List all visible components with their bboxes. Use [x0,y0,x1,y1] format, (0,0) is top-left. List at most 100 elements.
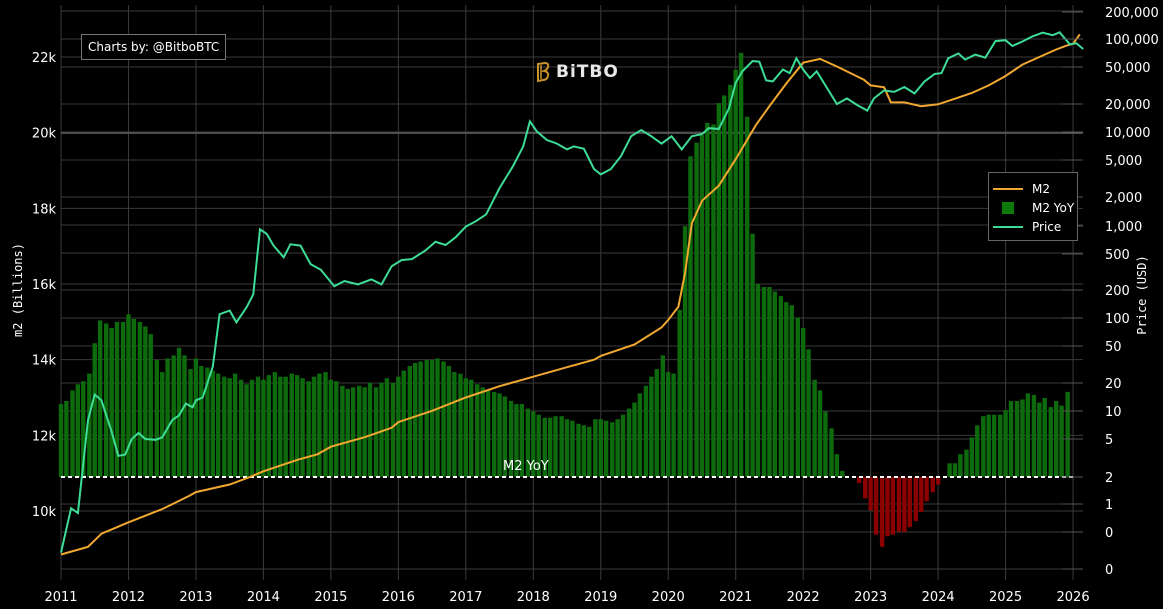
right-tick-label: 20 [1105,377,1122,392]
right-axis-title: Price (USD) [1135,255,1149,334]
yoy-bar [75,384,81,477]
yoy-bar [1014,401,1020,477]
yoy-bar [761,287,767,477]
yoy-bar [328,379,334,477]
legend-item-price[interactable]: Price [989,218,1061,236]
yoy-bar [547,417,553,477]
yoy-bar [469,379,474,477]
yoy-bar [126,314,131,477]
yoy-bar [863,477,868,499]
yoy-bar [559,416,564,477]
yoy-bar [615,419,620,477]
x-tick-label: 2022 [787,590,820,605]
yoy-bar [525,408,531,477]
right-tick-label: 200,000 [1105,6,1159,21]
yoy-bar [429,359,435,477]
yoy-bar [598,419,603,477]
yoy-bar [424,359,429,477]
yoy-bar [350,387,356,477]
yoy-bar [677,309,682,477]
yoy-bar [935,477,941,485]
yoy-bar [570,420,575,477]
yoy-bar [829,428,834,477]
yoy-bar [688,156,693,477]
yoy-bar [610,422,615,477]
x-tick-label: 2016 [382,590,415,605]
x-axis-ticks: 2011 2012 2013 2014 2015 2016 2017 2018 2019 2020… [44,590,1089,605]
yoy-bar [384,378,390,477]
yoy-bar [643,385,649,477]
yoy-bar [58,404,64,477]
yoy-bar [637,393,643,477]
yoy-bar [182,355,187,477]
yoy-bar [716,103,722,477]
yoy-bar [104,323,109,477]
right-tick-label: 200 [1105,284,1130,299]
yoy-bar [323,372,328,477]
x-tick-label: 2020 [652,590,685,605]
yoy-bar [620,414,626,477]
yoy-bar [711,124,716,478]
baseline-label: M2 YoY [503,459,549,474]
yoy-bar [705,122,710,477]
m2-line [60,33,1081,556]
yoy-bar [1031,394,1037,477]
yoy-bar [896,477,902,532]
yoy-bar [508,401,514,477]
yoy-bar [778,296,784,477]
yoy-bar [806,349,811,477]
x-tick-label: 2025 [989,590,1022,605]
yoy-bar [238,379,244,477]
left-axis-ticks: 10k 12k 14k 16k 18k 20k 22k [32,51,57,520]
left-tick-label: 12k [32,429,57,444]
yoy-bar [497,393,502,477]
yoy-bar [300,378,305,477]
yoy-bar [694,142,699,477]
yoy-bar [626,408,632,477]
yoy-bar [924,477,929,502]
yoy-bar [744,116,750,477]
yoy-bar [958,454,963,477]
yoy-bar [278,376,283,477]
yoy-bar [165,358,170,477]
yoy-bar [334,381,339,477]
yoy-bar [981,416,986,477]
yoy-bar [907,477,912,528]
yoy-bar [812,379,817,477]
legend-item-m2-yoy[interactable]: M2 YoY [989,199,1074,217]
m2-yoy-swatch-icon [1002,202,1014,214]
yoy-bar [671,373,676,477]
right-tick-label: 500 [1105,248,1130,263]
yoy-bar [407,366,413,477]
x-tick-label: 2023 [854,590,887,605]
yoy-bar [800,328,806,477]
bitbo-logo-icon [537,62,550,82]
yoy-bar [1025,393,1031,477]
yoy-bar [699,135,705,477]
right-tick-label: 1,000 [1105,220,1142,235]
yoy-bar [199,366,204,477]
left-tick-label: 10k [32,505,57,520]
yoy-bar [666,372,671,477]
yoy-bar [458,373,463,477]
yoy-bar [890,477,896,535]
legend-item-m2[interactable]: M2 [989,180,1050,198]
yoy-bar [367,382,373,477]
yoy-bar [311,376,317,477]
yoy-bar [289,373,294,477]
m2-swatch-icon [993,188,1023,190]
price-line [60,31,1084,553]
yoy-bar [249,379,255,477]
yoy-bar [148,334,153,477]
yoy-bar [1008,401,1014,477]
x-tick-label: 2013 [179,590,212,605]
yoy-bar [491,391,497,477]
right-tick-label: 5,000 [1105,154,1142,169]
yoy-bar [362,387,367,477]
right-tick-label: 50 [1105,340,1122,355]
yoy-bar [1048,407,1053,477]
yoy-bar [738,52,744,478]
legend-label: M2 [1032,182,1050,196]
yoy-bar [919,477,924,512]
right-tick-label: 5 [1105,433,1113,448]
